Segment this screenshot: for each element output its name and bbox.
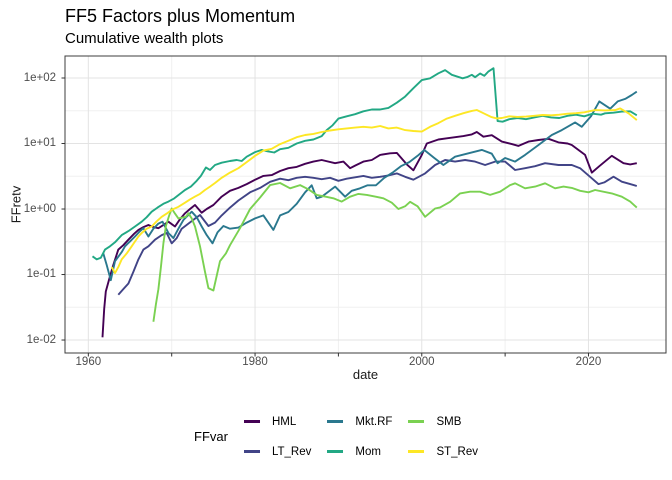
- y-tick-label: 1e-01: [26, 268, 56, 281]
- legend-item-lt-rev: LT_Rev: [243, 443, 312, 460]
- legend-key-line: [243, 420, 260, 423]
- legend-item-smb: SMB: [408, 413, 478, 430]
- series-line-mom: [91, 67, 638, 261]
- plot-title: FF5 Factors plus Momentum: [65, 6, 296, 26]
- legend-column: HML LT_Rev: [243, 413, 312, 460]
- legend-label: LT_Rev: [271, 445, 312, 458]
- legend-label: Mkt.RF: [355, 415, 393, 428]
- legend-column: Mkt.RF Mom: [327, 413, 392, 460]
- x-tick-label: 1960: [75, 356, 102, 368]
- legend-key-line: [408, 420, 425, 423]
- series-line-lt-rev: [117, 159, 638, 296]
- y-tick-label: 1e+02: [23, 71, 56, 84]
- legend-key-line: [327, 420, 344, 423]
- legend-item-mom: Mom: [327, 443, 392, 460]
- y-tick-label: 1e-02: [26, 333, 56, 346]
- y-tick-label: 1e+01: [23, 137, 56, 149]
- y-tick-label: 1e+00: [23, 202, 56, 215]
- legend-label: HML: [271, 415, 297, 428]
- legend-key-line: [408, 450, 425, 453]
- legend-key-line: [327, 450, 344, 453]
- legend-label: ST_Rev: [436, 445, 478, 458]
- legend-label: Mom: [355, 445, 381, 458]
- series-line-smb: [152, 182, 638, 322]
- x-axis-title: date: [352, 367, 379, 382]
- y-axis-title: FFretv: [8, 185, 24, 224]
- legend-label: SMB: [436, 415, 462, 428]
- legend-columns: HML LT_Rev Mkt.RF Mom SMB ST_Rev: [243, 413, 478, 460]
- series-line-mkt-rf: [102, 90, 638, 282]
- x-tick-label: 2000: [408, 356, 435, 368]
- legend-item-hml: HML: [243, 413, 311, 430]
- panel-border: [64, 55, 667, 354]
- series-line-hml: [101, 131, 637, 338]
- legend-column: SMB ST_Rev: [408, 413, 478, 460]
- x-tick-label: 2020: [575, 356, 602, 368]
- legend: FFvar HML LT_Rev Mkt.RF Mom SMB ST_Rev: [194, 413, 478, 460]
- legend-item-mkt-rf: Mkt.RF: [327, 413, 392, 430]
- legend-key-line: [243, 450, 260, 453]
- plot-subtitle: Cumulative wealth plots: [65, 30, 224, 47]
- series-line-st-rev: [110, 107, 638, 275]
- legend-item-st-rev: ST_Rev: [408, 443, 478, 460]
- legend-title: FFvar: [194, 429, 228, 444]
- x-tick-label: 1980: [242, 356, 268, 368]
